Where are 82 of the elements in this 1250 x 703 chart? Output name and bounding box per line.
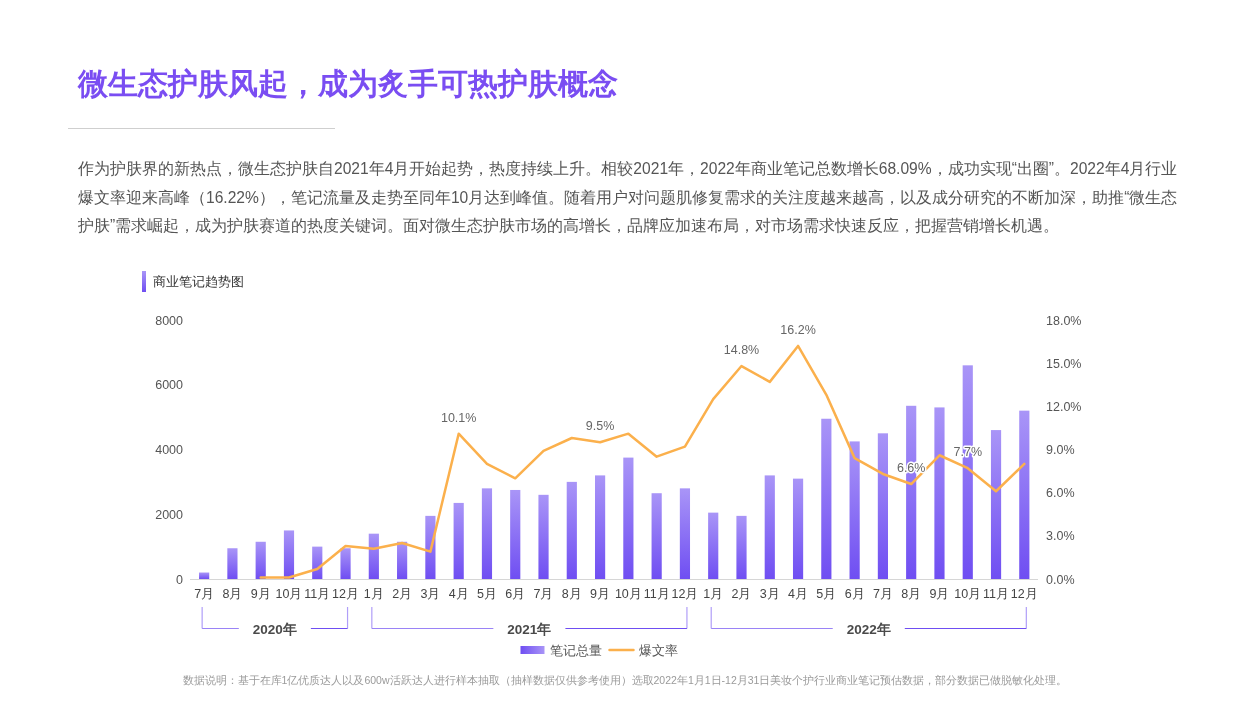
chart-title: 微生态护肤风起，成为炙手可热护肤概念 <box>77 67 618 100</box>
bar <box>397 541 408 579</box>
bar <box>792 478 804 579</box>
bar <box>283 530 295 579</box>
y2-tick-label: 0.0% <box>1046 572 1075 587</box>
x-tick-label: 11月 <box>643 587 670 601</box>
bar <box>595 475 606 579</box>
bar <box>199 572 210 579</box>
bar <box>255 541 266 579</box>
bar <box>708 512 719 579</box>
bar <box>340 548 351 579</box>
y-tick-label: 6000 <box>155 378 184 393</box>
x-tick-label: 7月 <box>872 587 893 601</box>
x-tick-label: 10月 <box>954 587 982 601</box>
y-tick-label: 0 <box>176 572 184 587</box>
chart-subtitle: 作为护肤界的新热点，微生态护肤自2021年4月开始起势，热度持续上升。相较2021年，2022年商业笔记总数增长68.09%，成功实现“出圈”。2022年4月行业爆文率迎来高峰（16.22%），笔记流量及走势至同年10月达到峰值。随着用户对问题肌修复需求的关注度越来越高，以及成分研究的不断加深，助推“微生态护肤”需求崛起，成为护肤赛道的热度关键词。面对微生态护肤市场的高增长，品牌应加速布局，对市场需求快速反应，把握营销增长机遇。 <box>77 160 1178 234</box>
data-label: 14.8% <box>723 343 760 358</box>
y-tick-label: 8000 <box>155 313 184 328</box>
bar <box>821 418 832 579</box>
bar <box>510 489 521 579</box>
line-series <box>259 344 1026 579</box>
x-tick-label: 7月 <box>533 587 554 601</box>
bar <box>538 494 549 579</box>
x-tick-label: 6月 <box>505 587 526 601</box>
x-tick-label: 11月 <box>983 587 1010 601</box>
x-tick-label: 8月 <box>561 587 582 601</box>
text: 商业笔记趋势图 <box>153 274 244 289</box>
x-tick-label: 3月 <box>420 587 441 601</box>
bar <box>368 533 379 579</box>
y2-tick-label: 15.0% <box>1046 356 1082 371</box>
bar <box>481 488 493 579</box>
bar <box>877 433 888 579</box>
x-tick-label: 2月 <box>731 587 752 601</box>
x-tick-label: 5月 <box>476 587 497 601</box>
x-tick-label: 2月 <box>392 587 413 601</box>
x-tick-label: 9月 <box>590 587 611 601</box>
data-label: 10.1% <box>440 410 477 425</box>
y2-tick-label: 18.0% <box>1046 313 1082 328</box>
x-tick-label: 10月 <box>614 587 642 601</box>
x-tick-label: 8月 <box>222 587 243 601</box>
bar <box>1019 410 1030 579</box>
x-tick-label: 11月 <box>304 587 331 601</box>
x-tick-label: 3月 <box>759 587 780 601</box>
x-tick-label: 9月 <box>250 587 271 601</box>
legend-label: 笔记总量 <box>549 643 602 658</box>
y2-tick-label: 12.0% <box>1046 399 1082 414</box>
y-tick-label: 4000 <box>155 443 184 457</box>
x-tick-label: 1月 <box>703 587 724 601</box>
x-tick-label: 6月 <box>844 587 865 601</box>
bar <box>623 457 634 579</box>
bar <box>764 475 775 579</box>
bar <box>453 502 464 579</box>
y-tick-label: 2000 <box>155 507 184 522</box>
bar <box>566 481 577 579</box>
bar <box>990 430 1002 579</box>
bar <box>736 515 747 579</box>
x-tick-label: 10月 <box>275 587 303 601</box>
x-tick-label: 7月 <box>194 587 215 601</box>
data-label: 16.2% <box>780 322 816 337</box>
x-tick-label: 12月 <box>332 587 359 601</box>
text: 数据说明：基于在库1亿优质达人以及600w活跃达人进行样本抽取（抽样数据仅供参考使用）选取2022年1月1日-12月31日美妆个护行业商业笔记预估数据，部分数据已做脱敏化处理。 <box>182 674 1068 686</box>
x-tick-label: 8月 <box>901 587 922 601</box>
text: 2021年 <box>507 622 552 637</box>
bar <box>651 493 662 579</box>
x-tick-label: 12月 <box>1010 587 1038 601</box>
x-tick-label: 1月 <box>363 587 384 601</box>
bar <box>227 548 238 579</box>
bar <box>679 488 691 579</box>
x-tick-label: 9月 <box>929 587 950 601</box>
y2-tick-label: 3.0% <box>1046 529 1075 544</box>
text: 2020年 <box>252 622 297 637</box>
bar <box>934 407 945 579</box>
bar <box>849 441 860 579</box>
data-label: 9.5% <box>585 419 615 434</box>
text: 2022年 <box>846 622 891 637</box>
x-tick-label: 12月 <box>671 587 699 601</box>
x-tick-label: 4月 <box>788 587 809 601</box>
legend-label: 爆文率 <box>638 642 678 658</box>
y2-tick-label: 6.0% <box>1046 486 1075 501</box>
y2-tick-label: 9.0% <box>1046 443 1075 457</box>
x-tick-label: 4月 <box>448 587 469 601</box>
x-tick-label: 5月 <box>816 587 837 601</box>
